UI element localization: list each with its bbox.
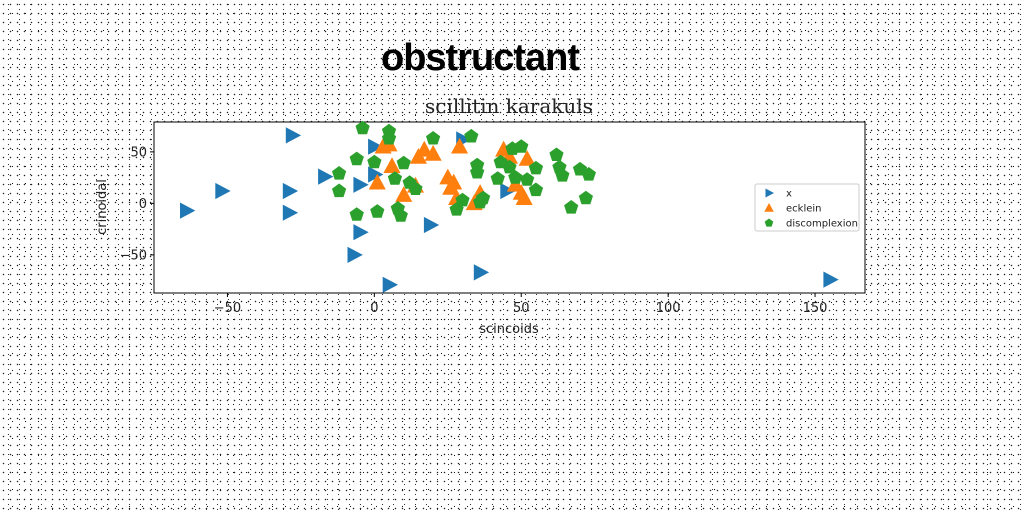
data-point-discomplexion: [349, 207, 364, 221]
data-point-x: [285, 127, 302, 144]
data-point-ecklein: [415, 140, 433, 157]
x-tick-label: −50: [214, 301, 241, 316]
data-points: [180, 120, 839, 293]
data-point-x: [282, 204, 299, 221]
data-point-discomplexion: [508, 170, 523, 184]
x-axis-label: scincoids: [479, 322, 539, 337]
data-point-discomplexion: [528, 182, 544, 197]
data-point-ecklein: [383, 157, 401, 173]
data-point-x: [368, 138, 384, 155]
x-tick-label: 100: [656, 301, 681, 316]
data-point-discomplexion: [470, 165, 485, 179]
data-point-x: [180, 202, 196, 219]
data-point-discomplexion: [381, 131, 397, 145]
data-point-ecklein: [451, 137, 469, 154]
data-point-ecklein: [518, 150, 536, 166]
x-tick-label: 50: [513, 301, 530, 316]
data-point-discomplexion: [502, 159, 517, 174]
x-tick-label: 0: [370, 301, 378, 316]
data-point-x: [353, 176, 369, 193]
data-point-x: [282, 182, 299, 200]
data-point-discomplexion: [367, 154, 382, 169]
data-point-discomplexion: [514, 139, 529, 153]
legend-marker-ecklein: [764, 203, 774, 212]
data-point-x: [347, 246, 363, 263]
data-point-x: [823, 271, 839, 288]
legend-marker-discomplexion: [764, 218, 774, 227]
data-point-discomplexion: [464, 128, 479, 143]
data-point-x: [382, 276, 398, 293]
x-tick-label: 150: [803, 301, 828, 316]
data-point-x: [215, 182, 231, 200]
data-point-ecklein: [445, 173, 463, 190]
data-point-x: [473, 264, 490, 281]
data-point-discomplexion: [455, 192, 470, 207]
data-point-x: [368, 166, 384, 183]
chart-title: scillitin karakuls: [425, 94, 593, 118]
y-axis: −50 0 50: [120, 145, 154, 263]
data-point-discomplexion: [349, 151, 364, 166]
data-point-discomplexion: [408, 181, 423, 195]
data-point-discomplexion: [581, 167, 596, 181]
data-point-x: [318, 168, 334, 185]
data-point-x: [423, 216, 440, 234]
y-tick-label: 50: [130, 145, 147, 160]
data-point-discomplexion: [332, 166, 347, 180]
data-point-discomplexion: [355, 120, 370, 135]
data-point-ecklein: [424, 144, 442, 161]
data-point-discomplexion: [396, 155, 411, 170]
legend-label: x: [786, 189, 792, 200]
data-point-discomplexion: [393, 208, 408, 222]
data-point-discomplexion: [370, 204, 385, 218]
data-point-discomplexion: [578, 190, 593, 205]
data-point-discomplexion: [426, 131, 441, 145]
data-point-discomplexion: [549, 147, 564, 161]
data-point-ecklein: [515, 189, 533, 205]
legend-marker-x: [765, 188, 774, 198]
data-point-discomplexion: [475, 190, 491, 205]
data-point-discomplexion: [387, 171, 403, 185]
data-point-discomplexion: [332, 183, 347, 198]
data-point-discomplexion: [490, 171, 505, 185]
figure-suptitle: obstructant: [381, 37, 580, 79]
legend: x ecklein discomplexion: [754, 183, 860, 232]
y-tick-label: −50: [120, 248, 147, 263]
data-point-discomplexion: [564, 200, 579, 214]
data-point-discomplexion: [555, 168, 570, 182]
legend-box: [754, 183, 860, 232]
data-point-ecklein: [395, 186, 413, 202]
data-point-discomplexion: [528, 160, 544, 175]
data-point-ecklein: [368, 173, 386, 190]
data-point-discomplexion: [520, 172, 535, 186]
y-axis-label: crinoidal: [95, 179, 110, 235]
y-tick-label: 0: [139, 197, 147, 212]
data-point-x: [353, 224, 369, 241]
x-axis: −50 0 50 100 150: [214, 293, 828, 316]
legend-label: discomplexion: [786, 219, 858, 230]
legend-label: ecklein: [786, 204, 822, 215]
